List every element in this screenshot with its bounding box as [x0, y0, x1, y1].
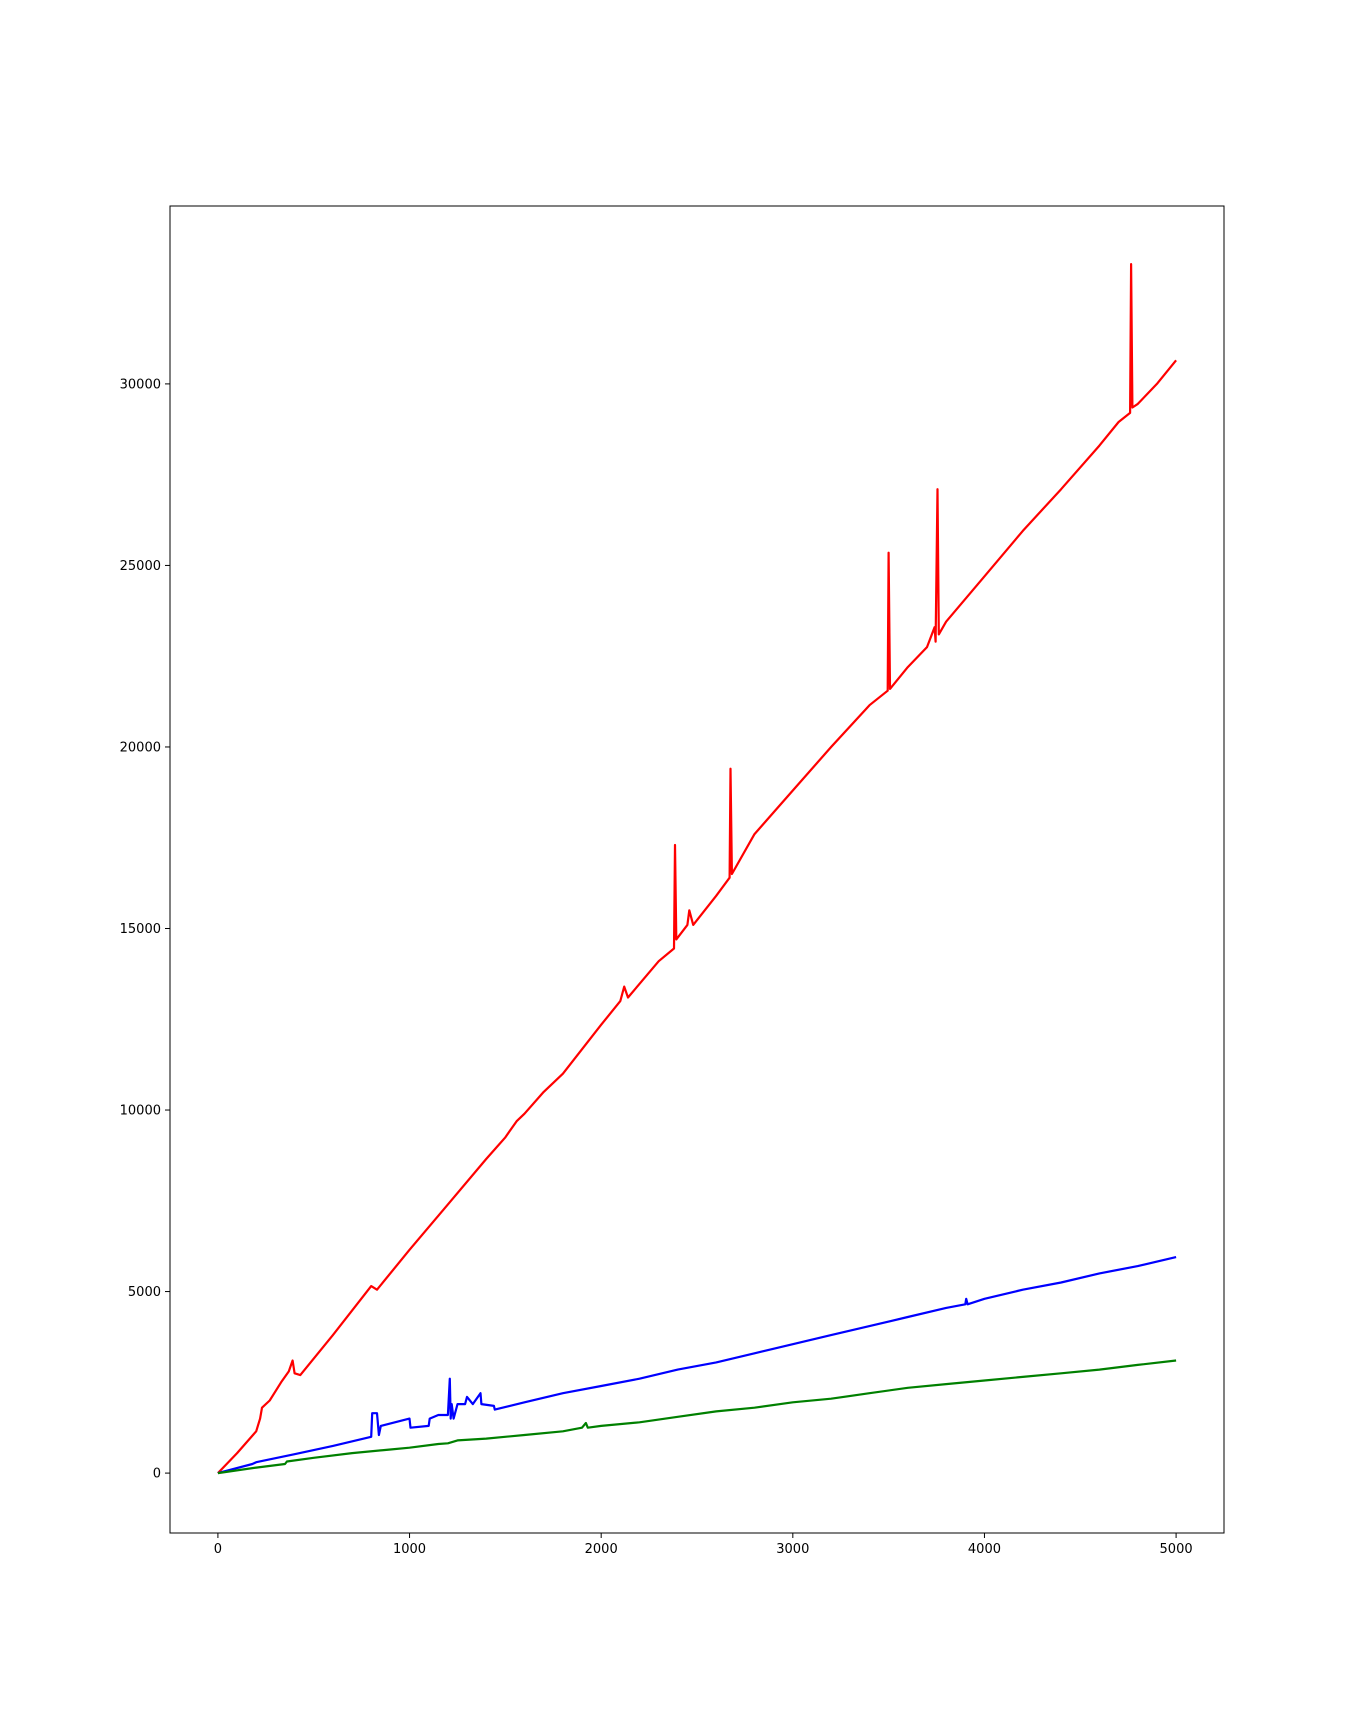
plot-frame — [169, 205, 1225, 1534]
y-tick-label: 15000 — [120, 922, 161, 937]
series-line-2 — [217, 1256, 1177, 1475]
y-tick-label: 5000 — [128, 1285, 161, 1300]
y-tick-label: 25000 — [120, 559, 161, 574]
series-line-3 — [217, 1359, 1177, 1475]
y-axis: 0 5000 10000 15000 20000 25000 30000 — [120, 377, 170, 1482]
y-tick-label: 0 — [153, 1467, 161, 1482]
x-axis: 0 1000 2000 3000 4000 5000 — [214, 1533, 1193, 1557]
series-line-1 — [217, 263, 1177, 1474]
series-layer — [217, 263, 1177, 1475]
x-tick-label: 4000 — [968, 1542, 1001, 1557]
x-tick-label: 0 — [214, 1542, 222, 1557]
x-tick-label: 5000 — [1160, 1542, 1193, 1557]
x-tick-label: 1000 — [393, 1542, 426, 1557]
x-tick-label: 2000 — [585, 1542, 618, 1557]
y-tick-label: 30000 — [120, 377, 161, 392]
y-tick-label: 10000 — [120, 1104, 161, 1119]
x-tick-label: 3000 — [776, 1542, 809, 1557]
y-tick-label: 20000 — [120, 740, 161, 755]
